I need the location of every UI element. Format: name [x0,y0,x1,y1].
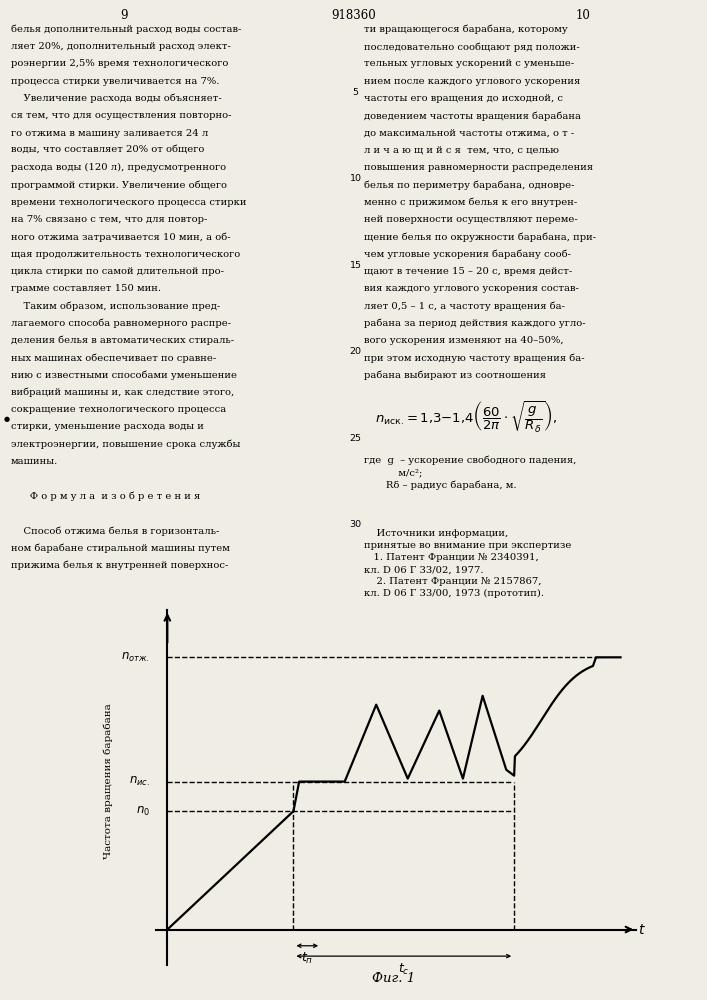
Text: щая продолжительность технологического: щая продолжительность технологического [11,250,240,259]
Text: ляет 0,5 – 1 с, а частоту вращения ба-: ляет 0,5 – 1 с, а частоту вращения ба- [364,301,565,311]
Text: $t$: $t$ [638,922,646,936]
Text: го отжима в машину заливается 24 л: го отжима в машину заливается 24 л [11,129,208,138]
Text: ся тем, что для осуществления повторно-: ся тем, что для осуществления повторно- [11,111,231,120]
Text: Ф о р м у л а  и з о б р е т е н и я: Ф о р м у л а и з о б р е т е н и я [11,492,200,501]
Text: щение белья по окружности барабана, при-: щение белья по окружности барабана, при- [364,232,596,242]
Text: ном барабане стиральной машины путем: ном барабане стиральной машины путем [11,543,230,553]
Text: стирки, уменьшение расхода воды и: стирки, уменьшение расхода воды и [11,422,204,431]
Text: вия каждого углового ускорения состав-: вия каждого углового ускорения состав- [364,284,579,293]
Text: Частота вращения барабана: Частота вращения барабана [103,704,113,859]
Text: $t_п$: $t_п$ [301,951,313,966]
Text: вого ускорения изменяют на 40–50%,: вого ускорения изменяют на 40–50%, [364,336,563,345]
Text: грамме составляет 150 мин.: грамме составляет 150 мин. [11,284,160,293]
Text: ного отжима затрачивается 10 мин, а об-: ного отжима затрачивается 10 мин, а об- [11,232,230,242]
Text: рабана за период действия каждого угло-: рабана за период действия каждого угло- [364,319,585,328]
Text: 5: 5 [353,88,358,97]
Text: тельных угловых ускорений с уменьше-: тельных угловых ускорений с уменьше- [364,59,574,68]
Text: где  g  – ускорение свободного падения,
           м/с²;
       Rδ – радиус бара: где g – ускорение свободного падения, м/… [364,456,576,490]
Text: при этом исходную частоту вращения ба-: при этом исходную частоту вращения ба- [364,353,585,363]
Text: менно с прижимом белья к его внутрен-: менно с прижимом белья к его внутрен- [364,198,578,207]
Text: Таким образом, использование пред-: Таким образом, использование пред- [11,301,220,311]
Text: белья по периметру барабана, одновре-: белья по периметру барабана, одновре- [364,180,575,190]
Text: $n_0$: $n_0$ [136,805,150,818]
Text: последовательно сообщают ряд положи-: последовательно сообщают ряд положи- [364,42,580,52]
Text: программой стирки. Увеличение общего: программой стирки. Увеличение общего [11,180,227,190]
Text: 10: 10 [350,174,361,183]
Text: роэнергии 2,5% время технологического: роэнергии 2,5% время технологического [11,59,228,68]
Text: воды, что составляет 20% от общего: воды, что составляет 20% от общего [11,146,204,155]
Text: частоты его вращения до исходной, с: частоты его вращения до исходной, с [364,94,563,103]
Text: электроэнергии, повышение срока службы: электроэнергии, повышение срока службы [11,440,240,449]
Text: доведением частоты вращения барабана: доведением частоты вращения барабана [364,111,581,121]
Text: ней поверхности осуществляют переме-: ней поверхности осуществляют переме- [364,215,578,224]
Text: 9: 9 [120,9,127,22]
Text: нию с известными способами уменьшение: нию с известными способами уменьшение [11,371,237,380]
Text: 30: 30 [349,520,362,529]
Text: до максимальной частоты отжима, о т -: до максимальной частоты отжима, о т - [364,129,574,138]
Text: прижима белья к внутренней поверхнос-: прижима белья к внутренней поверхнос- [11,561,228,570]
Text: сокращение технологического процесса: сокращение технологического процесса [11,405,229,414]
Text: деления белья в автоматических стираль-: деления белья в автоматических стираль- [11,336,234,345]
Text: процесса стирки увеличивается на 7%.: процесса стирки увеличивается на 7%. [11,77,219,86]
Text: ных машинах обеспечивает по сравне-: ных машинах обеспечивает по сравне- [11,353,216,363]
Text: $t_с$: $t_с$ [398,961,409,977]
Text: Способ отжима белья в горизонталь-: Способ отжима белья в горизонталь- [11,526,219,536]
Text: времени технологического процесса стирки: времени технологического процесса стирки [11,198,246,207]
Text: л и ч а ю щ и й с я  тем, что, с целью: л и ч а ю щ и й с я тем, что, с целью [364,146,559,155]
Text: 918360: 918360 [331,9,376,22]
Text: Увеличение расхода воды объясняет-: Увеличение расхода воды объясняет- [11,94,221,103]
Text: щают в течение 15 – 20 с, время дейст-: щают в течение 15 – 20 с, время дейст- [364,267,573,276]
Text: расхода воды (120 л), предусмотренного: расхода воды (120 л), предусмотренного [11,163,226,172]
Text: 25: 25 [350,434,361,443]
Text: Фиг. 1: Фиг. 1 [373,972,416,985]
Text: 15: 15 [350,261,361,270]
Text: ●: ● [4,416,10,422]
Text: $n_{ис.}$: $n_{ис.}$ [129,775,150,788]
Text: лагаемого способа равномерного распре-: лагаемого способа равномерного распре- [11,319,230,328]
Text: чем угловые ускорения барабану сооб-: чем угловые ускорения барабану сооб- [364,250,571,259]
Text: $n_{\text{иск.}} = 1{,}3{-}1{,}4 \left(\dfrac{60}{2\pi} \cdot \sqrt{\dfrac{g}{R_: $n_{\text{иск.}} = 1{,}3{-}1{,}4 \left(\… [375,400,558,435]
Text: цикла стирки по самой длительной про-: цикла стирки по самой длительной про- [11,267,223,276]
Text: повышения равномерности распределения: повышения равномерности распределения [364,163,593,172]
Text: $n_{отж.}$: $n_{отж.}$ [122,651,150,664]
Text: нием после каждого углового ускорения: нием после каждого углового ускорения [364,77,580,86]
Text: белья дополнительный расход воды состав-: белья дополнительный расход воды состав- [11,25,241,34]
Text: машины.: машины. [11,457,58,466]
Text: на 7% связано с тем, что для повтор-: на 7% связано с тем, что для повтор- [11,215,207,224]
Text: рабана выбирают из соотношения: рабана выбирают из соотношения [364,371,546,380]
Text: ти вращающегося барабана, которому: ти вращающегося барабана, которому [364,25,568,34]
Text: 20: 20 [350,347,361,356]
Text: Источники информации,
принятые во внимание при экспертизе
   1. Патент Франции №: Источники информации, принятые во вниман… [364,529,571,598]
Text: 10: 10 [575,9,591,22]
Text: вибраций машины и, как следствие этого,: вибраций машины и, как следствие этого, [11,388,234,397]
Text: ляет 20%, дополнительный расход элект-: ляет 20%, дополнительный расход элект- [11,42,230,51]
